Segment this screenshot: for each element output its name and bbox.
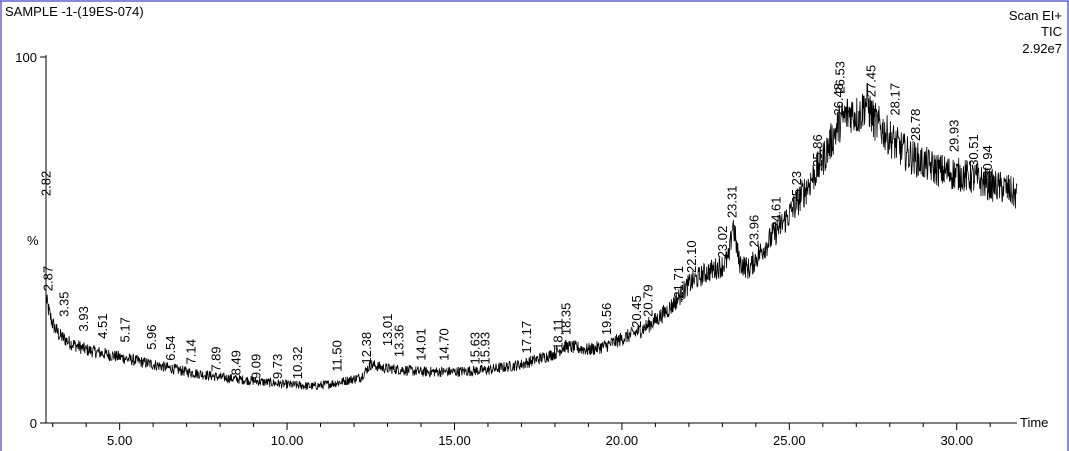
peak-label: 26.48 [831, 83, 846, 116]
peak-label: 14.70 [436, 328, 451, 361]
tic-trace [45, 82, 1018, 390]
x-tick-label: 5.00 [107, 433, 132, 448]
peak-label: 18.35 [559, 303, 574, 336]
peak-label: 14.01 [413, 328, 428, 361]
peak-label: 5.96 [144, 324, 159, 349]
peak-label: 15.63 [468, 332, 483, 365]
x-ticks: 5.00 10.00 15.00 20.00 25.00 30.00 [52, 423, 991, 448]
peak-label: 18.11 [551, 318, 566, 350]
peak-label: 2.87 [40, 266, 55, 291]
peak-label: 7.14 [183, 339, 198, 364]
peak-label: 21.71 [671, 266, 686, 299]
peak-label: 27.45 [863, 65, 878, 98]
x-tick-label: 10.00 [271, 433, 304, 448]
y-tick-label-100: 100 [15, 50, 37, 65]
peak-label: 6.54 [163, 335, 178, 360]
peak-label: 5.17 [117, 317, 132, 342]
peak-label: 26.53 [833, 61, 848, 94]
peak-label: 3.35 [56, 292, 71, 317]
peak-label: 2.82 [39, 171, 54, 196]
x-tick-label: 30.00 [940, 433, 973, 448]
peak-label: 13.01 [380, 314, 395, 347]
peak-label: 23.96 [746, 215, 761, 248]
x-tick-label: 25.00 [773, 433, 806, 448]
x-tick-label: 20.00 [606, 433, 639, 448]
peak-label: 4.51 [95, 314, 110, 339]
peak-label: 28.17 [887, 83, 902, 116]
peak-label: 9.09 [249, 354, 264, 379]
peak-label: 11.50 [329, 340, 344, 372]
intensity-label: 2.92e7 [1022, 41, 1062, 56]
peak-label: 20.79 [640, 284, 655, 317]
peak-label: 30.51 [966, 134, 981, 167]
peak-label: 7.89 [208, 346, 223, 371]
sample-label: SAMPLE -1-(19ES-074) [5, 4, 144, 19]
peak-label: 17.17 [519, 321, 534, 354]
peak-label: 8.49 [229, 350, 244, 375]
peak-label: 9.73 [270, 354, 285, 379]
peak-label: 28.78 [908, 109, 923, 142]
x-axis-label: Time [1020, 415, 1048, 430]
peak-label: 29.93 [946, 120, 961, 153]
peak-label: 23.31 [725, 185, 740, 218]
peak-label: 25.23 [789, 171, 804, 204]
peak-label: 20.45 [629, 295, 644, 328]
peak-label: 25.86 [810, 134, 825, 167]
peak-label: 23.02 [715, 226, 730, 259]
y-axis-label: % [27, 233, 39, 248]
peak-label: 22.10 [684, 240, 699, 273]
x-tick-label: 15.00 [438, 433, 471, 448]
y-tick-label-0: 0 [30, 416, 37, 431]
peak-labels: 2.82 2.873.35 3.93 4.51 5.17 5.96 6.54 7.14 7.89… [39, 61, 996, 379]
peak-label: 3.93 [76, 306, 91, 331]
tic-label: TIC [1041, 24, 1062, 39]
peak-label: 15.93 [478, 332, 493, 365]
trace-group [45, 82, 1018, 390]
peak-label: 24.61 [768, 196, 783, 229]
peak-label: 10.32 [290, 347, 305, 380]
peak-label: 13.36 [392, 325, 407, 358]
peak-label: 19.56 [599, 303, 614, 336]
scan-label: Scan EI+ [1009, 8, 1062, 23]
peak-label: 30.94 [980, 145, 995, 178]
peak-label: 12.38 [359, 332, 374, 365]
